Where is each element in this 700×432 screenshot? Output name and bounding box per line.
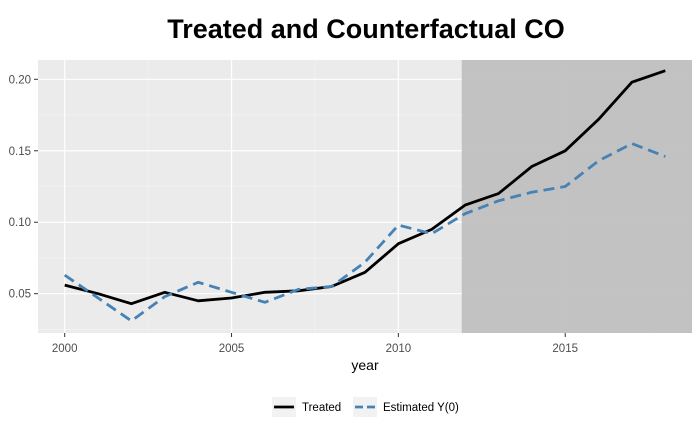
series-line-treated bbox=[64, 69, 666, 306]
chart-title: Treated and Counterfactual CO bbox=[167, 14, 565, 44]
legend-label: Estimated Y(0) bbox=[383, 402, 459, 414]
y-tick-label: 0.15 bbox=[9, 146, 31, 158]
y-tick-label: 0.20 bbox=[9, 74, 31, 86]
legend-key-box bbox=[353, 397, 377, 417]
y-tick-label: 0.10 bbox=[9, 217, 31, 229]
legend-label: Treated bbox=[302, 402, 341, 414]
x-tick-label: 2000 bbox=[52, 343, 78, 355]
x-tick-label: 2005 bbox=[219, 343, 245, 355]
x-tick-label: 2010 bbox=[386, 343, 412, 355]
series-line-estimated-y0 bbox=[63, 142, 666, 323]
x-tick-label: 2015 bbox=[552, 343, 578, 355]
x-axis-title: year bbox=[351, 357, 379, 373]
treatment-period-shading bbox=[461, 60, 692, 333]
y-tick-label: 0.05 bbox=[9, 289, 31, 301]
